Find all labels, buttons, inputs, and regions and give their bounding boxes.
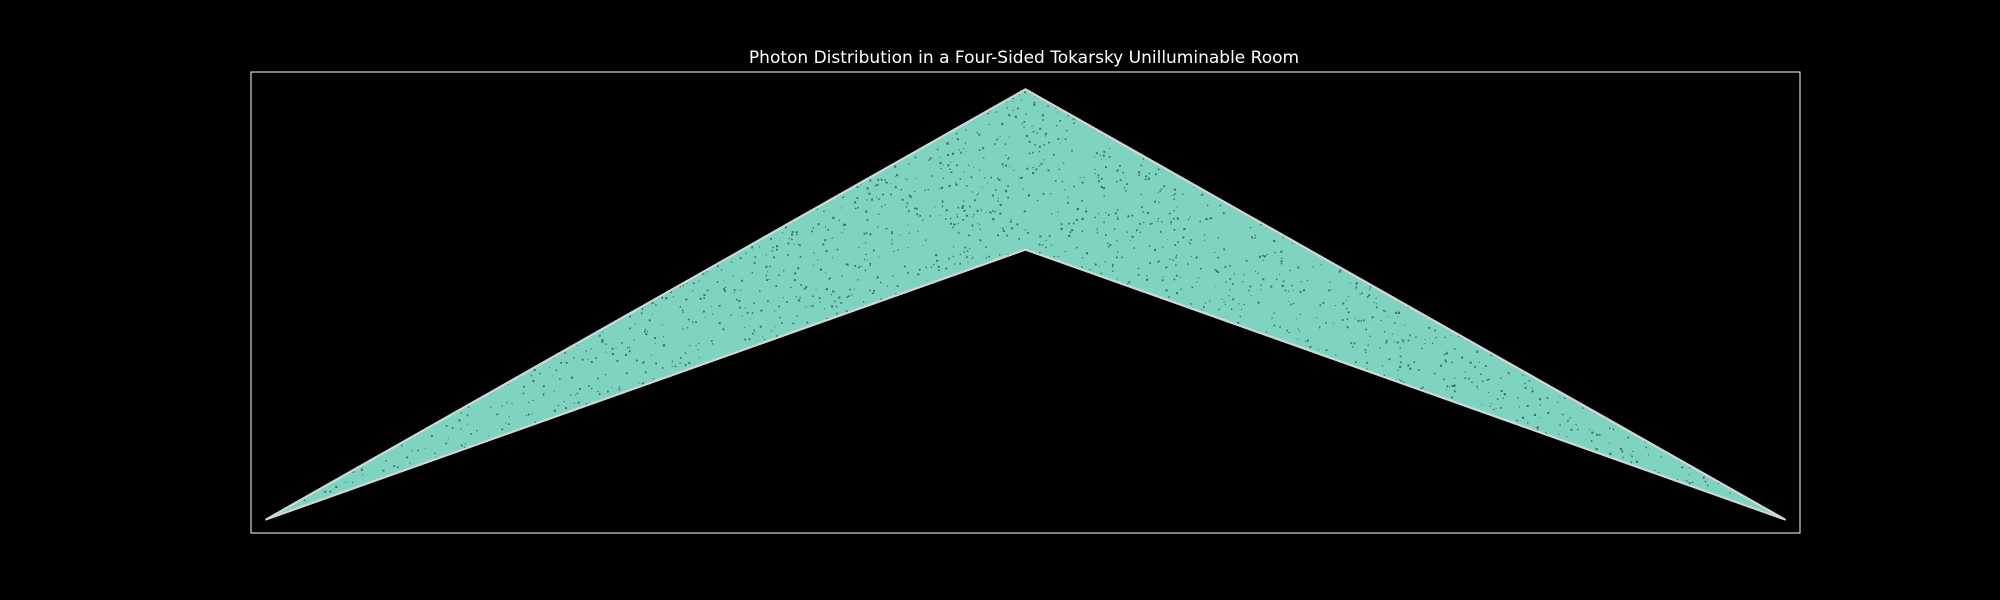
plot-area xyxy=(250,71,1801,534)
axes-frame xyxy=(250,71,1801,534)
room-fill xyxy=(266,89,1785,520)
room-outline xyxy=(265,88,1786,521)
chart-title: Photon Distribution in a Four-Sided Toka… xyxy=(749,48,1299,68)
